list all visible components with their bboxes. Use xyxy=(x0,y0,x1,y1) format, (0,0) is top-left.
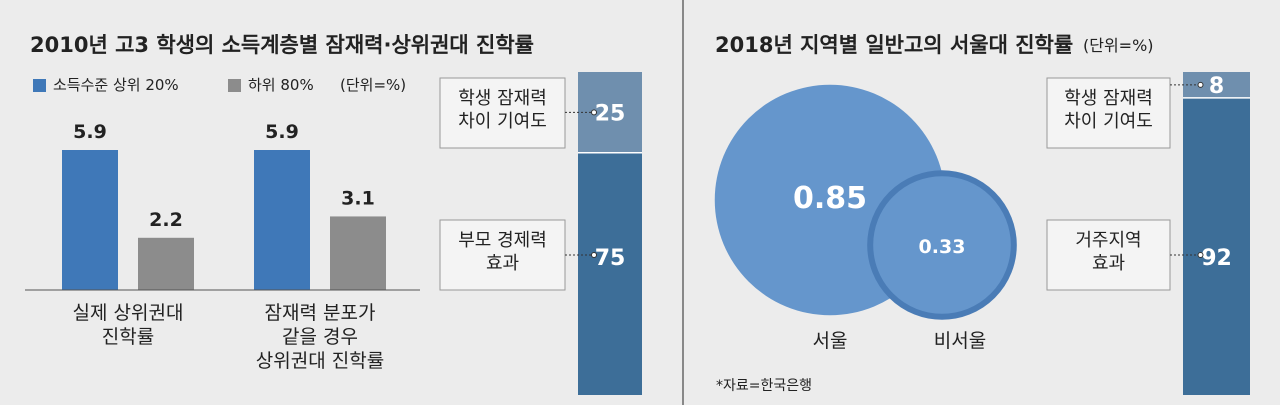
segment-value: 25 xyxy=(595,101,626,126)
bubble-value: 0.85 xyxy=(793,181,867,216)
x-tick-label: 실제 상위권대 진학률 xyxy=(72,302,184,348)
connector-dot xyxy=(1197,81,1204,88)
category-label: 서울 xyxy=(812,330,848,352)
segment-value: 75 xyxy=(595,246,626,271)
x-tick-label: 잠재력 분포가 같을 경우 상위권대 진학률 xyxy=(255,302,385,372)
segment-name: 학생 잠재력 차이 기여도 xyxy=(1064,88,1153,132)
stacked-segment xyxy=(578,72,642,153)
label-box xyxy=(439,77,566,149)
connector-dot xyxy=(591,252,597,258)
segment-name: 거주지역 효과 xyxy=(1075,230,1142,274)
legend-swatch xyxy=(33,79,46,92)
bar xyxy=(138,237,194,290)
segment-name: 학생 잠재력 차이 기여도 xyxy=(458,88,547,132)
legend-label: 하위 80% xyxy=(248,76,314,94)
value-label: 5.9 xyxy=(265,121,299,143)
bar xyxy=(254,150,310,290)
label-box xyxy=(1046,219,1171,291)
legend-label: 소득수준 상위 20% xyxy=(53,76,179,94)
chart-title: 2018년 지역별 일반고의 서울대 진학률 xyxy=(715,33,1074,57)
unit-label: (단위=%) xyxy=(1083,36,1154,55)
bubble xyxy=(867,170,1017,320)
category-label: 비서울 xyxy=(933,330,987,352)
bar xyxy=(330,216,386,290)
label-box xyxy=(1046,77,1171,149)
unit-label: (단위=%) xyxy=(340,76,407,94)
source: *자료=한국은행 xyxy=(716,378,813,394)
value-label: 2.2 xyxy=(149,209,183,231)
bar xyxy=(62,150,118,290)
segment-name: 부모 경제력 효과 xyxy=(458,230,547,274)
chart-title: 2010년 고3 학생의 소득계층별 잠재력·상위권대 진학률 xyxy=(30,33,534,57)
label-box xyxy=(439,219,566,291)
stacked-segment xyxy=(578,152,642,395)
legend-swatch xyxy=(228,79,241,92)
connector-dot xyxy=(1197,252,1204,258)
segment-value: 92 xyxy=(1201,246,1232,271)
bubble-value: 0.33 xyxy=(919,236,966,258)
connector-dot xyxy=(591,109,597,116)
value-label: 5.9 xyxy=(73,121,107,143)
stacked-segment xyxy=(1183,97,1250,395)
segment-value: 8 xyxy=(1209,74,1224,99)
value-label: 3.1 xyxy=(341,187,375,209)
